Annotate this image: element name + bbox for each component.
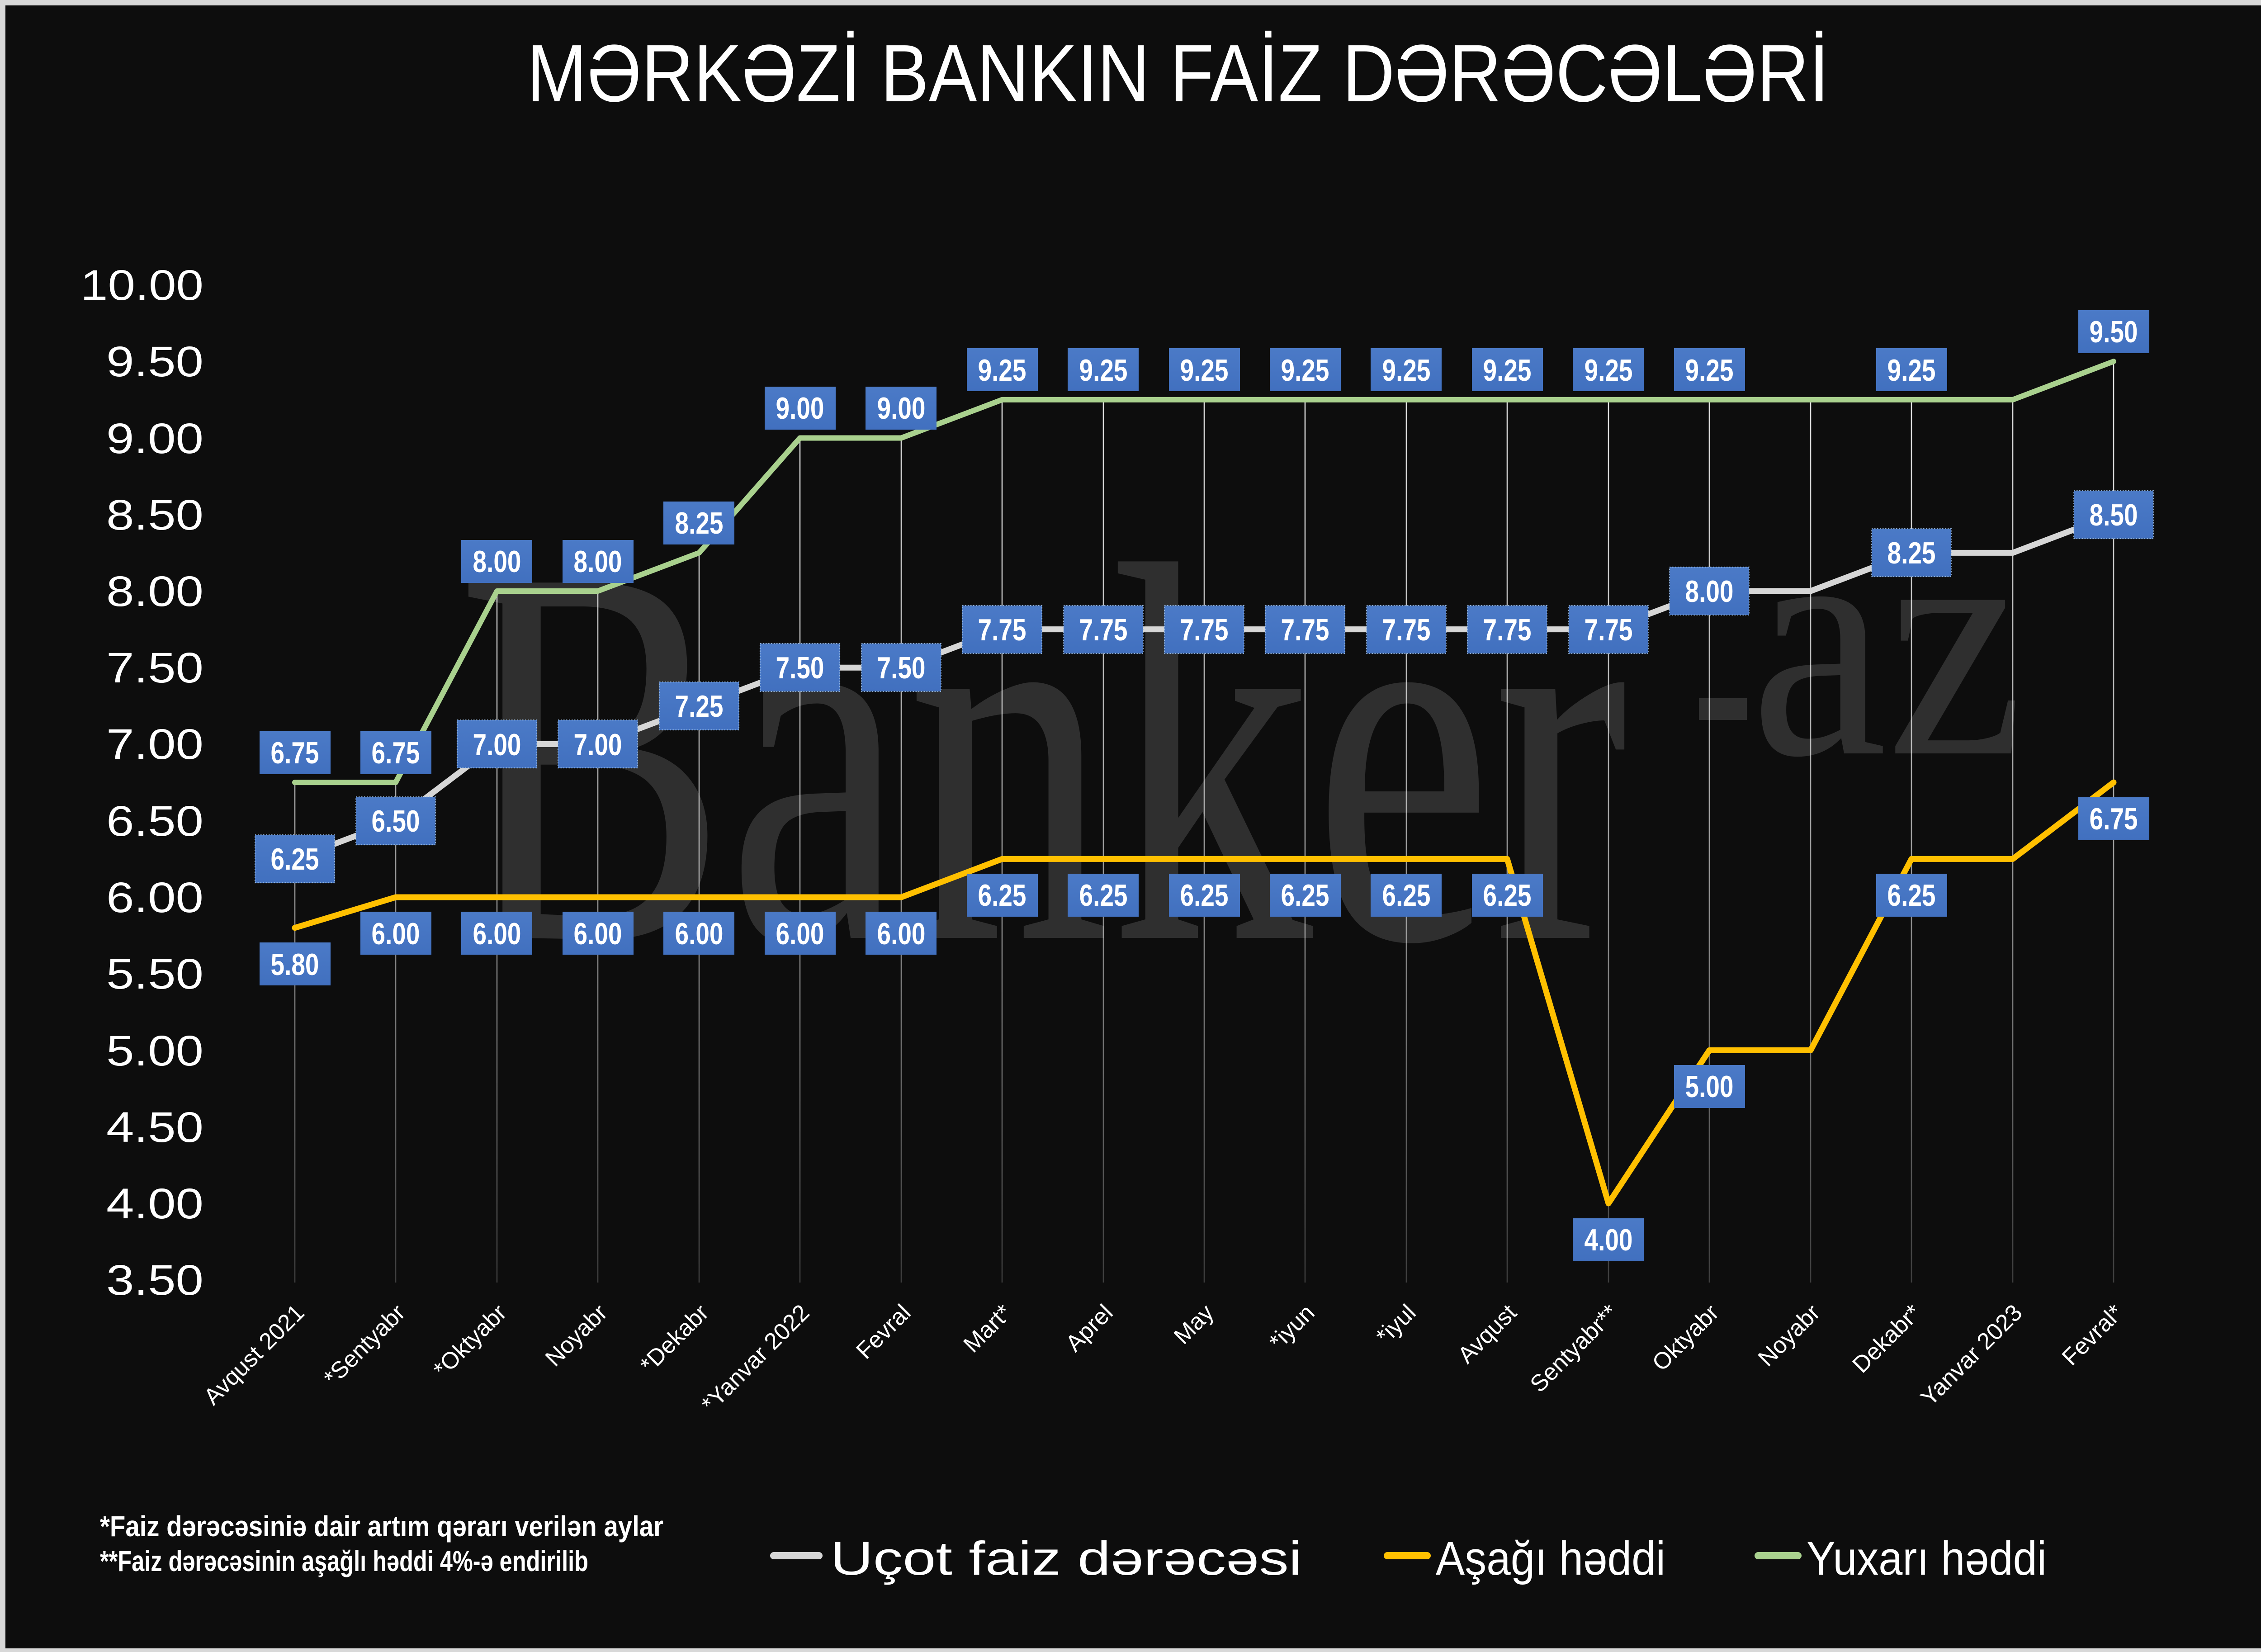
svg-text:9.00: 9.00 <box>106 415 203 463</box>
svg-text:6.25: 6.25 <box>1887 878 1936 913</box>
svg-text:5.50: 5.50 <box>106 950 203 998</box>
svg-text:az: az <box>1750 456 2024 826</box>
svg-text:4.00: 4.00 <box>1585 1223 1633 1257</box>
svg-text:6.00: 6.00 <box>106 874 203 922</box>
svg-text:8.50: 8.50 <box>106 491 203 539</box>
svg-text:6.00: 6.00 <box>473 917 521 951</box>
svg-text:9.50: 9.50 <box>2090 315 2138 349</box>
svg-text:Aşağı həddi: Aşağı həddi <box>1436 1532 1665 1585</box>
svg-text:MƏRKƏZİ BANKIN FAİZ DƏRƏCƏLƏRİ: MƏRKƏZİ BANKIN FAİZ DƏRƏCƏLƏRİ <box>527 28 1829 119</box>
svg-text:7.75: 7.75 <box>1079 613 1128 647</box>
svg-text:6.50: 6.50 <box>106 797 203 845</box>
svg-text:7.00: 7.00 <box>106 720 203 768</box>
svg-text:6.25: 6.25 <box>978 878 1026 913</box>
svg-text:9.25: 9.25 <box>1483 353 1532 388</box>
svg-text:7.75: 7.75 <box>1281 613 1329 647</box>
svg-text:6.25: 6.25 <box>271 842 319 876</box>
svg-text:5.00: 5.00 <box>106 1027 203 1075</box>
svg-text:9.25: 9.25 <box>1281 353 1329 388</box>
svg-text:7.00: 7.00 <box>574 728 622 762</box>
svg-text:7.75: 7.75 <box>1483 613 1532 647</box>
svg-text:6.00: 6.00 <box>372 917 420 951</box>
svg-text:*Faiz dərəcəsiniə dair artım q: *Faiz dərəcəsiniə dair artım qərarı veri… <box>100 1510 663 1543</box>
svg-text:9.50: 9.50 <box>106 338 203 386</box>
svg-text:9.25: 9.25 <box>1585 353 1633 388</box>
svg-text:9.00: 9.00 <box>877 391 926 426</box>
svg-text:7.75: 7.75 <box>1585 613 1633 647</box>
svg-text:9.25: 9.25 <box>1079 353 1128 388</box>
svg-text:5.00: 5.00 <box>1685 1070 1734 1104</box>
svg-text:7.75: 7.75 <box>1382 613 1431 647</box>
svg-text:Yuxarı həddi: Yuxarı həddi <box>1807 1532 2047 1585</box>
svg-text:8.00: 8.00 <box>1685 574 1734 609</box>
svg-text:8.00: 8.00 <box>574 544 622 579</box>
svg-text:8.00: 8.00 <box>473 544 521 579</box>
svg-text:4.00: 4.00 <box>106 1180 203 1228</box>
svg-text:Banker: Banker <box>457 454 1628 1056</box>
svg-text:6.25: 6.25 <box>1483 878 1532 913</box>
svg-text:7.75: 7.75 <box>1180 613 1229 647</box>
svg-text:6.25: 6.25 <box>1079 878 1128 913</box>
svg-text:6.75: 6.75 <box>271 736 319 770</box>
svg-text:4.50: 4.50 <box>106 1103 203 1151</box>
svg-text:9.00: 9.00 <box>776 391 824 426</box>
svg-text:**Faiz dərəcəsinin aşağlı hədd: **Faiz dərəcəsinin aşağlı həddi 4%-ə end… <box>100 1545 588 1577</box>
svg-text:9.25: 9.25 <box>1685 353 1734 388</box>
svg-text:6.25: 6.25 <box>1281 878 1329 913</box>
svg-text:3.50: 3.50 <box>106 1256 203 1304</box>
svg-text:6.00: 6.00 <box>877 917 926 951</box>
svg-text:6.00: 6.00 <box>574 917 622 951</box>
svg-text:6.00: 6.00 <box>675 917 724 951</box>
svg-text:6.25: 6.25 <box>1180 878 1229 913</box>
svg-text:8.00: 8.00 <box>106 568 203 615</box>
svg-text:6.50: 6.50 <box>372 804 420 838</box>
svg-text:7.00: 7.00 <box>473 728 521 762</box>
svg-text:9.25: 9.25 <box>1180 353 1229 388</box>
svg-text:8.50: 8.50 <box>2090 498 2138 532</box>
svg-text:6.25: 6.25 <box>1382 878 1431 913</box>
svg-text:9.25: 9.25 <box>1887 353 1936 388</box>
svg-text:7.75: 7.75 <box>978 613 1026 647</box>
svg-text:7.50: 7.50 <box>776 651 824 685</box>
svg-text:10.00: 10.00 <box>80 261 203 309</box>
svg-text:8.25: 8.25 <box>1887 536 1936 570</box>
svg-text:7.50: 7.50 <box>877 651 926 685</box>
svg-text:Uçot faiz dərəcəsi: Uçot faiz dərəcəsi <box>830 1532 1302 1585</box>
svg-text:9.25: 9.25 <box>1382 353 1431 388</box>
svg-text:7.50: 7.50 <box>106 644 203 692</box>
svg-text:6.75: 6.75 <box>372 736 420 770</box>
svg-text:6.00: 6.00 <box>776 917 824 951</box>
svg-text:6.75: 6.75 <box>2090 802 2138 836</box>
svg-text:8.25: 8.25 <box>675 506 724 540</box>
svg-text:7.25: 7.25 <box>675 689 724 724</box>
svg-text:9.25: 9.25 <box>978 353 1026 388</box>
svg-text:5.80: 5.80 <box>271 947 319 982</box>
